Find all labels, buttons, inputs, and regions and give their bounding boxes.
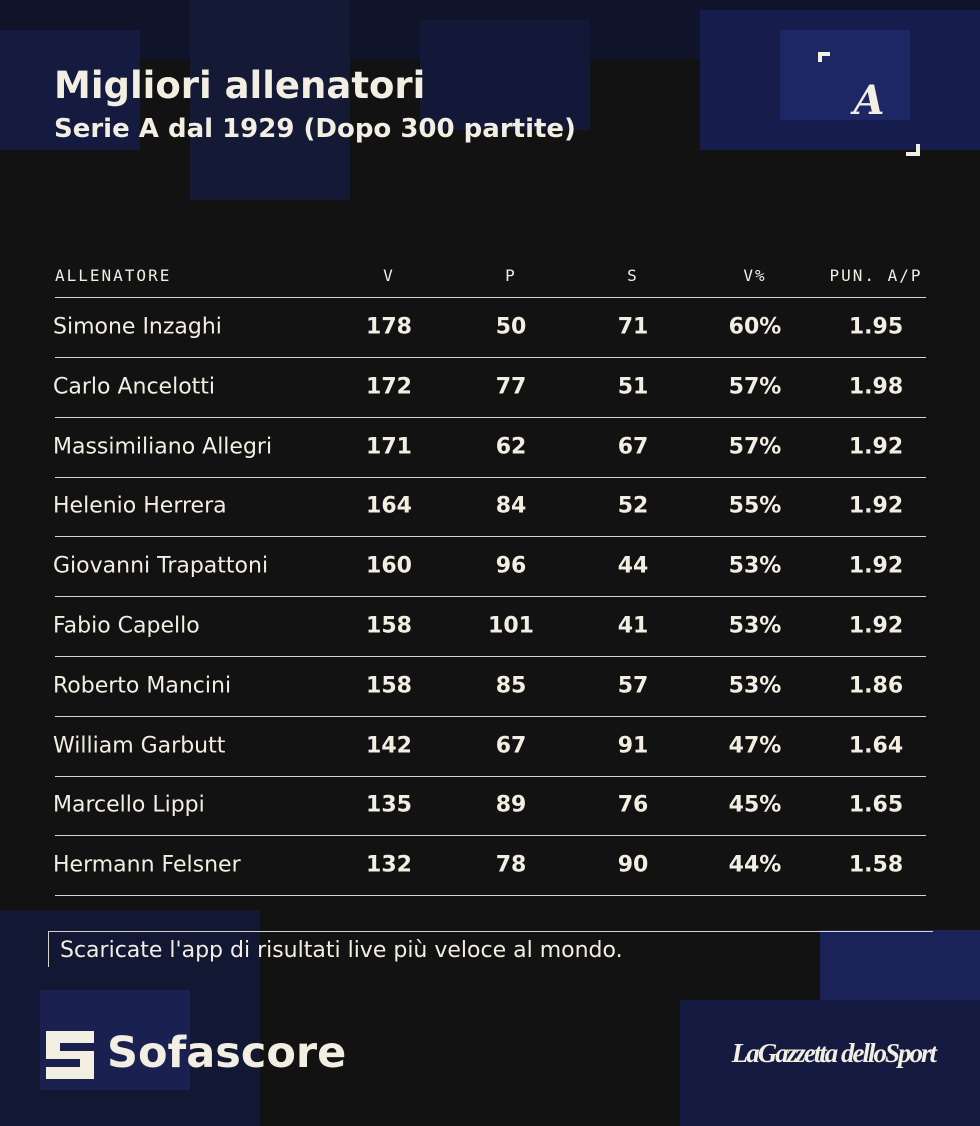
stat-cell: 1.95 [848, 314, 904, 340]
stat-cell: 142 [366, 733, 412, 759]
stat-cell: 85 [495, 673, 527, 699]
tagline-frame [48, 931, 49, 967]
stat-cell: 89 [495, 792, 527, 818]
stat-cell: 91 [617, 733, 649, 759]
stat-cell: 71 [617, 314, 649, 340]
bg-block [420, 20, 590, 130]
stat-cell: 1.98 [848, 374, 904, 400]
stat-cell: 158 [366, 613, 412, 639]
row-rule [55, 596, 926, 598]
stat-cell: 77 [495, 374, 527, 400]
row-rule [55, 835, 926, 837]
coach-name: Fabio Capello [53, 613, 200, 639]
row-rule [55, 416, 926, 418]
coach-name: Simone Inzaghi [53, 314, 222, 340]
coach-name: Carlo Ancelotti [53, 374, 216, 400]
stat-cell: 90 [617, 852, 649, 878]
coach-name: Helenio Herrera [53, 493, 227, 519]
tagline-frame [48, 931, 933, 932]
bg-block [820, 930, 980, 1000]
stat-cell: 84 [495, 493, 527, 519]
stat-cell: 160 [366, 553, 412, 579]
row-rule [55, 715, 926, 717]
column-header: V [383, 266, 395, 285]
stat-cell: 51 [617, 374, 649, 400]
row-rule [55, 895, 926, 897]
partner: LaGazzetta delloSport [731, 1038, 937, 1068]
logo-letter: A [849, 77, 884, 124]
stat-cell: 55% [728, 493, 782, 519]
column-header: P [505, 266, 517, 285]
tagline: Scaricate l'app di risultati live più ve… [60, 938, 623, 963]
stat-cell: 67 [617, 434, 649, 460]
bg-block [780, 30, 910, 120]
row-rule [55, 656, 926, 657]
title: Migliori allenatori [54, 64, 426, 107]
stat-cell: 171 [366, 434, 412, 460]
row-rule [55, 536, 926, 538]
stat-cell: 44% [728, 852, 782, 878]
row-rule [55, 297, 926, 298]
stat-cell: 101 [488, 613, 534, 639]
stat-cell: 135 [366, 792, 412, 818]
coach-name: Hermann Felsner [53, 852, 241, 878]
stat-cell: 47% [728, 733, 782, 759]
brand-logo [46, 1031, 94, 1079]
stat-cell: 1.64 [848, 733, 904, 759]
stat-cell: 164 [366, 493, 412, 519]
brand: Sofascore [107, 1028, 347, 1078]
stat-cell: 52 [617, 493, 649, 519]
column-header: V% [743, 266, 767, 285]
stat-cell: 57% [728, 434, 782, 460]
subtitle: Serie A dal 1929 (Dopo 300 partite) [54, 114, 576, 144]
stat-cell: 53% [728, 613, 782, 639]
coach-name: Roberto Mancini [53, 673, 232, 699]
bg-block [190, 0, 350, 200]
league-logo: A [818, 52, 920, 156]
bg-block [0, 30, 140, 150]
stat-cell: 1.65 [848, 792, 904, 818]
column-header: PUN. A/P [829, 266, 923, 285]
coach-name: Giovanni Trapattoni [53, 553, 269, 579]
stat-cell: 57% [728, 374, 782, 400]
stat-cell: 1.92 [848, 493, 904, 519]
row-rule [55, 476, 926, 478]
stat-cell: 1.92 [848, 434, 904, 460]
stat-cell: 41 [617, 613, 649, 639]
column-header: ALLENATORE [55, 266, 172, 285]
stat-cell: 1.86 [848, 673, 904, 699]
coach-name: Marcello Lippi [53, 792, 205, 818]
column-header: S [627, 266, 639, 285]
stat-cell: 53% [728, 673, 782, 699]
stat-cell: 96 [495, 553, 527, 579]
coach-name: William Garbutt [53, 733, 226, 759]
stat-cell: 44 [617, 553, 649, 579]
stat-cell: 172 [366, 374, 412, 400]
stat-cell: 1.92 [848, 553, 904, 579]
stat-cell: 53% [728, 553, 782, 579]
stat-cell: 45% [728, 792, 782, 818]
stat-cell: 62 [495, 434, 527, 460]
stat-cell: 57 [617, 673, 649, 699]
stat-cell: 178 [366, 314, 412, 340]
stat-cell: 1.92 [848, 613, 904, 639]
coach-name: Massimiliano Allegri [53, 434, 273, 460]
row-rule [55, 775, 926, 777]
stat-cell: 50 [495, 314, 527, 340]
stat-cell: 132 [366, 852, 412, 878]
bg-block [680, 1000, 980, 1126]
stat-cell: 78 [495, 852, 527, 878]
stat-cell: 76 [617, 792, 649, 818]
stat-cell: 67 [495, 733, 527, 759]
stat-cell: 1.58 [848, 852, 904, 878]
row-rule [55, 357, 926, 358]
stat-cell: 60% [728, 314, 782, 340]
stat-cell: 158 [366, 673, 412, 699]
